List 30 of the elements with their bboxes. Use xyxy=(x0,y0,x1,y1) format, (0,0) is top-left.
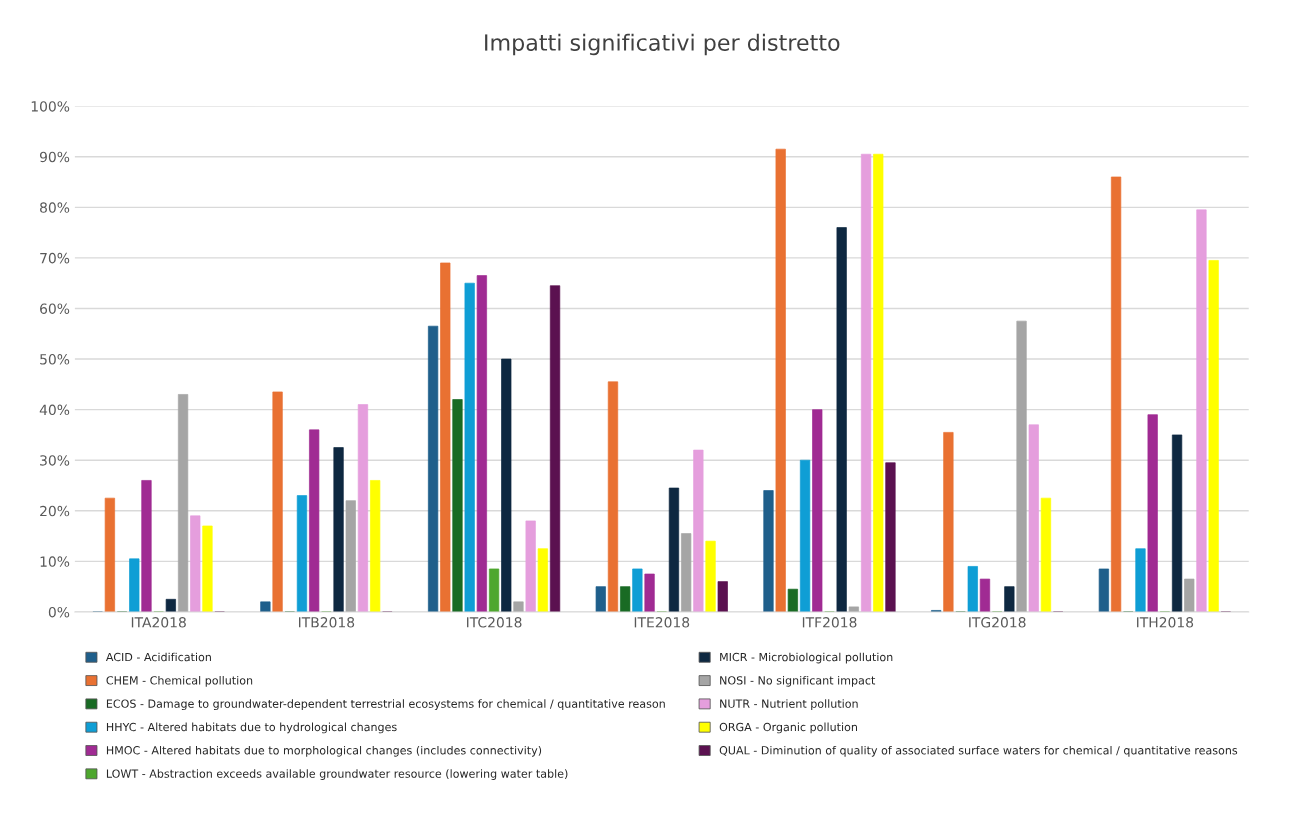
y-tick-label: 0% xyxy=(48,606,70,618)
y-tick-label: 20% xyxy=(40,505,70,517)
legend-label: CHEM - Chemical pollution xyxy=(106,675,253,687)
y-tick-label: 90% xyxy=(39,151,70,163)
y-tick-label: 40% xyxy=(39,404,70,416)
chart-title: Impatti significativi per distretto xyxy=(485,33,840,56)
legend-label: MICR - Microbiological pollution xyxy=(720,652,893,664)
legend-label: ACID - Acidification xyxy=(105,652,211,662)
y-tick-label: 80% xyxy=(40,202,70,213)
x-tick-label: ITG2018 xyxy=(969,617,1026,628)
legend-label: QUAL - Diminution of quality of associated surface waters for chemical / quantitative reasons xyxy=(719,745,1238,757)
x-tick-label: ITF2018 xyxy=(802,617,857,628)
y-tick-label: 70% xyxy=(40,252,70,264)
x-tick-label: ITH2018 xyxy=(1137,617,1194,628)
legend-label: HMOC - Altered habitats due to morphological changes (includes connectivity) xyxy=(106,745,542,757)
y-tick-label: 10% xyxy=(40,556,70,567)
y-tick-label: 100% xyxy=(31,101,70,112)
x-tick-label: ITB2018 xyxy=(299,617,355,628)
legend-label: ECOS - Damage to groundwater-dependent terrestrial ecosystems for chemical / quantitative reason xyxy=(106,699,665,711)
x-tick-label: ITC2018 xyxy=(467,617,522,628)
legend-label: HHYC - Altered habitats due to hydrological changes xyxy=(106,722,397,734)
y-tick-label: 50% xyxy=(40,354,70,365)
legend-label: ORGA - Organic pollution xyxy=(719,722,857,734)
legend-label: NOSI - No significant impact xyxy=(720,675,876,687)
legend-label: LOWT - Abstraction exceeds available groundwater resource (lowering water table) xyxy=(106,769,568,780)
x-tick-label: ITA2018 xyxy=(131,617,186,628)
y-tick-label: 60% xyxy=(40,303,70,314)
y-tick-label: 30% xyxy=(40,455,70,466)
x-tick-label: ITE2018 xyxy=(634,617,690,628)
legend-label: NUTR - Nutrient pollution xyxy=(720,699,858,711)
